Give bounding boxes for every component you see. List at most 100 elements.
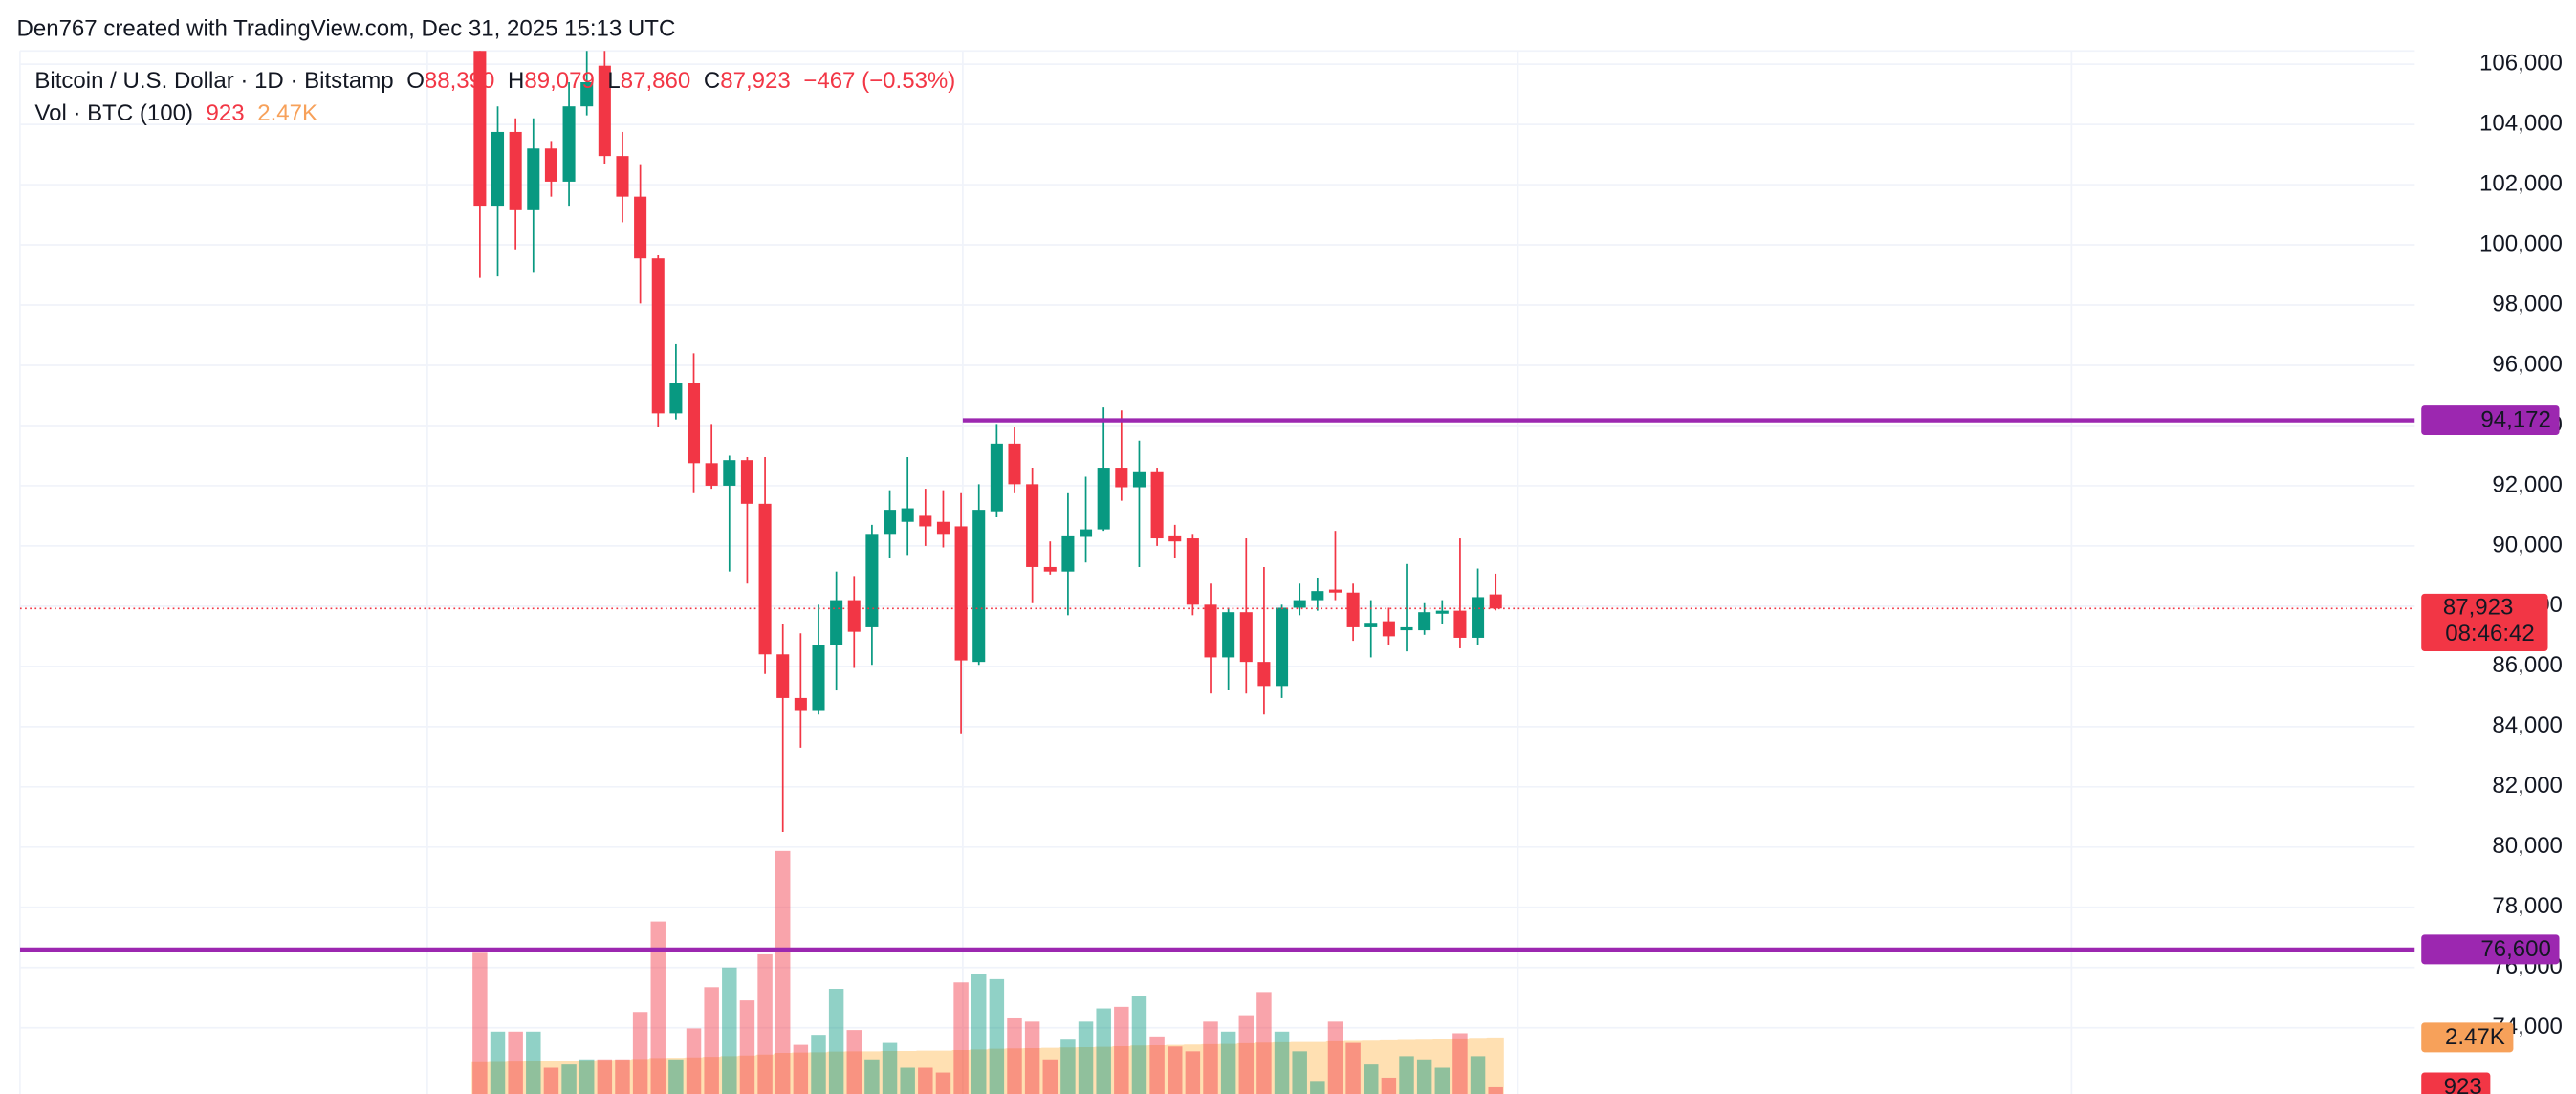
candle-body: [1150, 471, 1164, 539]
volume-bar: [490, 1031, 506, 1094]
candle-body: [527, 148, 540, 210]
candle-body: [1204, 604, 1217, 658]
candle-body: [1132, 471, 1146, 488]
volume-bar: [1042, 1059, 1059, 1094]
candle-body: [544, 148, 557, 182]
volume-bar: [1024, 1021, 1040, 1094]
volume-bar: [1274, 1031, 1290, 1094]
y-tick-label: 106,000: [2479, 50, 2563, 76]
candle-body: [1061, 535, 1075, 572]
candle-body: [847, 600, 861, 632]
volume-bar: [1470, 1056, 1486, 1094]
volume-ma-value: 2.47K: [257, 101, 317, 127]
volume-bar: [1256, 992, 1272, 1094]
volume-value: 923: [207, 101, 245, 127]
y-tick-label: 90,000: [2492, 532, 2563, 558]
candle-body: [1008, 443, 1021, 485]
candle-body: [1026, 484, 1039, 567]
y-tick-label: 104,000: [2479, 110, 2563, 136]
volume-pane: [471, 850, 1504, 1094]
volume-bar: [1168, 1046, 1183, 1094]
volume-bar: [526, 1031, 541, 1094]
volume-bar: [597, 1059, 613, 1094]
volume-title: Vol · BTC (100): [34, 101, 193, 127]
volume-bar: [579, 1059, 595, 1094]
change-pct: (−0.53%): [862, 68, 955, 94]
level-tag: [2421, 405, 2560, 436]
volume-bar: [668, 1059, 684, 1094]
close-value: 87,923: [720, 68, 791, 94]
candle-body: [562, 106, 576, 182]
candle-body: [1382, 621, 1395, 637]
volume-bar: [543, 1067, 559, 1094]
volume-bar: [1434, 1067, 1451, 1094]
y-tick-label: 102,000: [2479, 170, 2563, 196]
candle-body: [972, 510, 986, 663]
high-value: 89,079: [524, 68, 595, 94]
y-tick-label: 84,000: [2492, 712, 2563, 738]
o-label: O: [406, 68, 425, 94]
l-label: L: [607, 68, 620, 94]
candle-body: [669, 383, 683, 414]
candle-body: [830, 600, 843, 645]
volume-bar: [1381, 1077, 1397, 1094]
candle-body: [1400, 626, 1413, 631]
candle-body: [705, 463, 718, 486]
volume-legend: Vol · BTC (100) 923 2.47K: [34, 101, 317, 127]
candle-body: [954, 526, 968, 661]
volume-bar: [811, 1035, 826, 1094]
volume-bar: [686, 1028, 702, 1094]
candle-body: [1222, 612, 1235, 658]
volume-bar: [1327, 1021, 1343, 1094]
legend-line: Bitcoin / U.S. Dollar · 1D · Bitstamp O8…: [34, 68, 955, 94]
price-pane: [19, 51, 2415, 952]
volume-bar: [935, 1072, 951, 1094]
volume-bar: [1185, 1051, 1201, 1094]
countdown: 08:46:42: [2445, 621, 2535, 646]
level-tag-label: 76,600: [2480, 936, 2551, 962]
volume-bar: [1488, 1086, 1503, 1094]
volume-bar: [793, 1044, 809, 1094]
volume-bar: [864, 1059, 880, 1094]
y-tick-label: 80,000: [2492, 833, 2563, 859]
volume-bar: [508, 1031, 523, 1094]
y-tick-label: 96,000: [2492, 351, 2563, 377]
candle-body: [509, 131, 522, 210]
volume-bar: [1452, 1033, 1468, 1094]
volume-bar: [846, 1030, 862, 1094]
candle-body: [1311, 591, 1324, 601]
open-value: 88,390: [425, 68, 495, 94]
candle-body: [580, 81, 594, 107]
volume-bar: [1060, 1039, 1076, 1094]
candle-body: [1453, 610, 1467, 638]
candle-body: [1364, 623, 1378, 627]
candle-body: [1080, 529, 1093, 537]
level-tag: [2421, 934, 2560, 965]
candle-body: [1043, 566, 1057, 572]
candle-body: [1097, 468, 1110, 530]
volume-bar: [1345, 1042, 1361, 1094]
volume-bar: [1078, 1021, 1094, 1094]
volume-bar: [953, 982, 969, 1094]
volume-bar: [1096, 1008, 1111, 1094]
candle-body: [1276, 607, 1289, 687]
price-tag: [2421, 593, 2548, 651]
candle-body: [1293, 600, 1306, 608]
volume-tag-label: 923: [2444, 1074, 2482, 1094]
candle-body: [919, 515, 932, 527]
volume-bar: [971, 974, 987, 1094]
volume-bar: [472, 952, 488, 1094]
volume-ma-tag-label: 2.47K: [2445, 1024, 2505, 1050]
candle-body: [812, 645, 825, 711]
volume-bar: [918, 1067, 933, 1094]
candle-body: [740, 460, 753, 504]
y-tick-label: 86,000: [2492, 652, 2563, 678]
volume-bar: [1203, 1021, 1218, 1094]
candle-body: [1418, 612, 1431, 631]
candle-body: [1257, 662, 1271, 687]
volume-bar: [739, 1000, 755, 1094]
y-tick-label: 92,000: [2492, 471, 2563, 497]
volume-bar: [1364, 1064, 1379, 1094]
volume-bar: [882, 1042, 898, 1094]
